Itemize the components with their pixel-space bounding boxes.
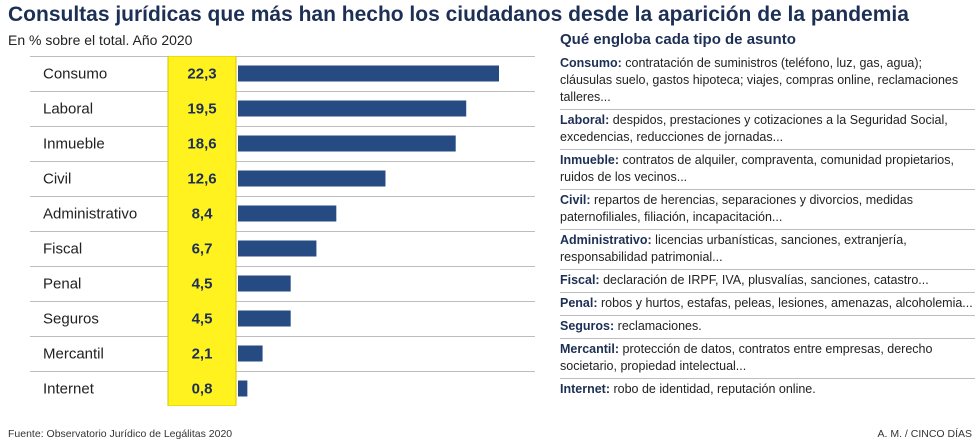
category-label: Laboral xyxy=(43,101,93,118)
description-term: Inmueble: xyxy=(560,153,620,167)
bar xyxy=(238,170,386,187)
bar xyxy=(238,345,263,362)
description-term: Internet: xyxy=(560,382,610,396)
value-label: 2,1 xyxy=(192,346,213,363)
description-text: robos y hurtos, estafas, peleas, lesione… xyxy=(601,296,973,310)
description-term: Seguros: xyxy=(560,319,615,333)
description-item: Administrativo: licencias urbanísticas, … xyxy=(560,230,975,270)
value-label: 19,5 xyxy=(187,101,216,118)
bar xyxy=(238,310,291,327)
description-text: contratación de suministros (teléfono, l… xyxy=(560,56,959,104)
category-label: Fiscal xyxy=(43,241,82,258)
value-label: 0,8 xyxy=(192,381,213,398)
category-label: Penal xyxy=(43,276,81,293)
value-label: 4,5 xyxy=(192,276,213,293)
bar xyxy=(238,240,317,257)
bar xyxy=(238,205,337,222)
description-item: Civil: repartos de herencias, separacion… xyxy=(560,190,975,230)
bar xyxy=(238,100,467,117)
description-text: protección de datos, contratos entre emp… xyxy=(560,342,933,373)
value-label: 12,6 xyxy=(187,171,216,188)
category-label: Administrativo xyxy=(43,206,137,223)
description-item: Penal: robos y hurtos, estafas, peleas, … xyxy=(560,293,975,316)
description-term: Civil: xyxy=(560,193,591,207)
description-text: despidos, prestaciones y cotizaciones a … xyxy=(560,113,948,144)
value-label: 6,7 xyxy=(192,241,213,258)
category-label: Seguros xyxy=(43,311,99,328)
description-text: declaración de IRPF, IVA, plusvalías, sa… xyxy=(603,273,929,287)
descriptions-heading: Qué engloba cada tipo de asunto xyxy=(560,31,796,48)
value-highlight-column xyxy=(167,56,237,406)
description-text: reclamaciones. xyxy=(617,319,702,333)
category-label: Internet xyxy=(43,381,95,398)
category-label: Civil xyxy=(43,171,71,188)
description-item: Inmueble: contratos de alquiler, comprav… xyxy=(560,150,975,190)
description-item: Seguros: reclamaciones. xyxy=(560,316,975,339)
description-text: robo de identidad, reputación online. xyxy=(613,382,816,396)
description-item: Mercantil: protección de datos, contrato… xyxy=(560,339,975,379)
description-term: Fiscal: xyxy=(560,273,600,287)
category-label: Mercantil xyxy=(43,346,104,363)
value-label: 4,5 xyxy=(192,311,213,328)
value-label: 18,6 xyxy=(187,136,216,153)
description-item: Fiscal: declaración de IRPF, IVA, plusva… xyxy=(560,270,975,293)
descriptions-list: Consumo: contratación de suministros (te… xyxy=(560,53,975,401)
description-term: Consumo: xyxy=(560,56,622,70)
description-term: Laboral: xyxy=(560,113,610,127)
description-term: Penal: xyxy=(560,296,598,310)
credit-note: A. M. / CINCO DÍAS xyxy=(877,428,972,440)
bar-chart-svg: Consumo 22,3 Laboral 19,5 Inmueble 18,6 Civil 1… xyxy=(30,56,535,406)
chart-subtitle: En % sobre el total. Año 2020 xyxy=(8,32,193,48)
description-term: Administrativo: xyxy=(560,233,652,247)
bar xyxy=(238,380,248,397)
category-label: Consumo xyxy=(43,66,107,83)
category-label: Inmueble xyxy=(43,136,105,153)
bar-chart: Consumo 22,3 Laboral 19,5 Inmueble 18,6 Civil 1… xyxy=(30,56,535,406)
source-note: Fuente: Observatorio Jurídico de Legálit… xyxy=(8,428,233,440)
description-item: Internet: robo de identidad, reputación … xyxy=(560,379,975,401)
description-item: Laboral: despidos, prestaciones y cotiza… xyxy=(560,110,975,150)
description-term: Mercantil: xyxy=(560,342,620,356)
description-text: contratos de alquiler, compraventa, comu… xyxy=(560,153,954,184)
value-label: 22,3 xyxy=(187,66,216,83)
bar xyxy=(238,275,291,292)
description-text: repartos de herencias, separaciones y di… xyxy=(560,193,913,224)
description-item: Consumo: contratación de suministros (te… xyxy=(560,53,975,110)
description-text: licencias urbanísticas, sanciones, extra… xyxy=(560,233,907,264)
chart-title: Consultas jurídicas que más han hecho lo… xyxy=(8,3,909,26)
bar xyxy=(238,65,499,82)
value-label: 8,4 xyxy=(192,206,214,223)
bar xyxy=(238,135,456,152)
